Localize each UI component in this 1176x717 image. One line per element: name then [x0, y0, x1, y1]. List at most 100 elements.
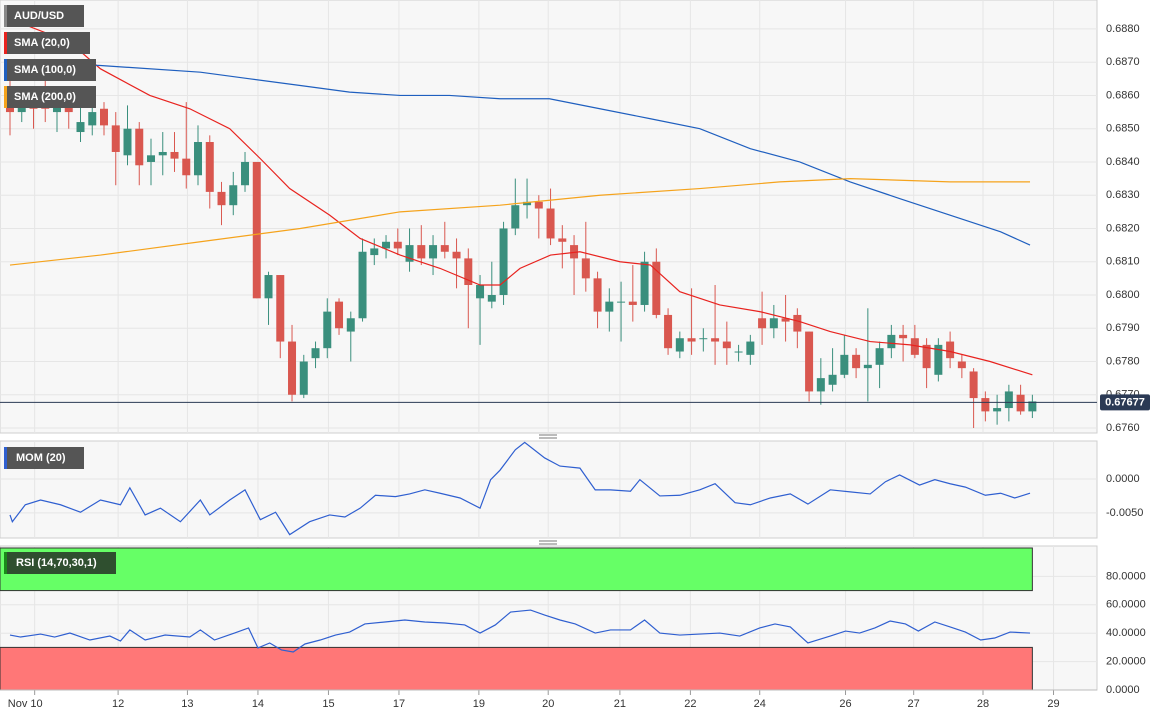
legend-text: SMA (20,0) — [14, 37, 70, 49]
legend-text: SMA (200,0) — [14, 91, 76, 103]
x-tick-label: 19 — [473, 698, 485, 710]
candle-body — [875, 348, 884, 365]
candle-body — [981, 398, 990, 412]
candle-body — [722, 341, 731, 349]
candle-body — [346, 318, 355, 332]
candle-body — [511, 205, 520, 229]
candle-body — [123, 128, 132, 156]
candle-body — [617, 301, 626, 303]
y-tick-label: 0.6820 — [1106, 222, 1140, 234]
y-tick-label: 0.6870 — [1106, 56, 1140, 68]
candle-body — [264, 275, 273, 299]
candle-body — [476, 285, 485, 299]
candle-body — [699, 338, 708, 340]
x-tick-label: 20 — [542, 698, 554, 710]
candle-body — [147, 155, 156, 162]
candle-body — [276, 275, 285, 342]
y-tick-label: 0.6800 — [1106, 289, 1140, 301]
candle-body — [581, 258, 590, 279]
candle-body — [711, 338, 720, 342]
candle-body — [758, 318, 767, 329]
x-tick-label: 27 — [908, 698, 920, 710]
candle-body — [899, 334, 908, 339]
y-tick-label: 0.6830 — [1106, 189, 1140, 201]
y-tick-label: 0.6780 — [1106, 355, 1140, 367]
candle-body — [182, 158, 191, 176]
candle-body — [393, 241, 402, 249]
y-tick-label: -0.0050 — [1106, 507, 1143, 519]
candle-body — [429, 245, 438, 259]
candle-body — [805, 331, 814, 392]
candle-body — [205, 142, 214, 192]
candle-body — [405, 245, 414, 262]
candle-body — [628, 301, 637, 305]
candle-body — [299, 361, 308, 395]
candle-body — [816, 378, 825, 392]
x-tick-label: 26 — [839, 698, 851, 710]
x-tick-label: 13 — [181, 698, 193, 710]
panel-grip[interactable] — [539, 434, 557, 439]
candle-body — [534, 201, 543, 209]
candle-body — [652, 261, 661, 315]
candle-body — [934, 344, 943, 375]
candle-body — [252, 161, 261, 299]
sma-line — [9, 177, 1031, 266]
x-tick-label: 28 — [977, 698, 989, 710]
candle-body — [523, 201, 532, 206]
candle-body — [417, 245, 426, 259]
candle-body — [335, 301, 344, 329]
x-tick-label: 15 — [322, 698, 334, 710]
candle-body — [593, 278, 602, 312]
candle-body — [828, 374, 837, 385]
candle-body — [664, 314, 673, 349]
x-tick-label: 21 — [614, 698, 626, 710]
candle-body — [217, 191, 226, 206]
x-tick-label: 12 — [112, 698, 124, 710]
y-tick-label: 20.0000 — [1106, 656, 1146, 668]
candle-body — [358, 251, 367, 319]
candle-body — [781, 318, 790, 322]
candle-body — [946, 341, 955, 359]
candle-body — [922, 344, 931, 369]
candle-body — [546, 208, 555, 239]
y-tick-label: 0.6810 — [1106, 256, 1140, 268]
candle-body — [323, 311, 332, 349]
y-tick-label: 0.0000 — [1106, 684, 1140, 696]
x-tick-label: Nov 10 — [8, 698, 43, 710]
y-tick-label: 0.6840 — [1106, 156, 1140, 168]
candle-body — [793, 314, 802, 332]
legend-swatch — [4, 5, 7, 27]
y-tick-label: 0.6860 — [1106, 89, 1140, 101]
candle-body — [370, 248, 379, 256]
y-tick-label: 0.6790 — [1106, 322, 1140, 334]
candle-body — [135, 128, 144, 166]
legend-box — [4, 86, 96, 108]
candle-body — [194, 142, 203, 176]
y-tick-label: 0.6880 — [1106, 23, 1140, 35]
legend-text: RSI (14,70,30,1) — [16, 557, 97, 569]
candle-body — [863, 364, 872, 369]
candle-body — [605, 301, 614, 312]
oversold-band — [0, 646, 1033, 691]
y-tick-label: 60.0000 — [1106, 599, 1146, 611]
sma-line — [9, 61, 1031, 246]
candle-body — [887, 334, 896, 349]
candle-body — [969, 371, 978, 399]
x-tick-label: 17 — [393, 698, 405, 710]
legend-box — [4, 59, 96, 81]
candle-body — [88, 112, 97, 126]
candle-body — [76, 122, 85, 133]
legend-text: SMA (100,0) — [14, 64, 76, 76]
legend-swatch — [4, 86, 7, 108]
candle-body — [558, 238, 567, 242]
indicator-line — [9, 441, 1031, 536]
x-tick-label: 22 — [684, 698, 696, 710]
candle-body — [675, 338, 684, 352]
candle-body — [957, 361, 966, 369]
sma-line — [9, 18, 1033, 376]
panel-grip[interactable] — [539, 540, 557, 545]
candle-body — [734, 351, 743, 353]
candle-body — [382, 241, 391, 249]
candle-body — [464, 258, 473, 286]
